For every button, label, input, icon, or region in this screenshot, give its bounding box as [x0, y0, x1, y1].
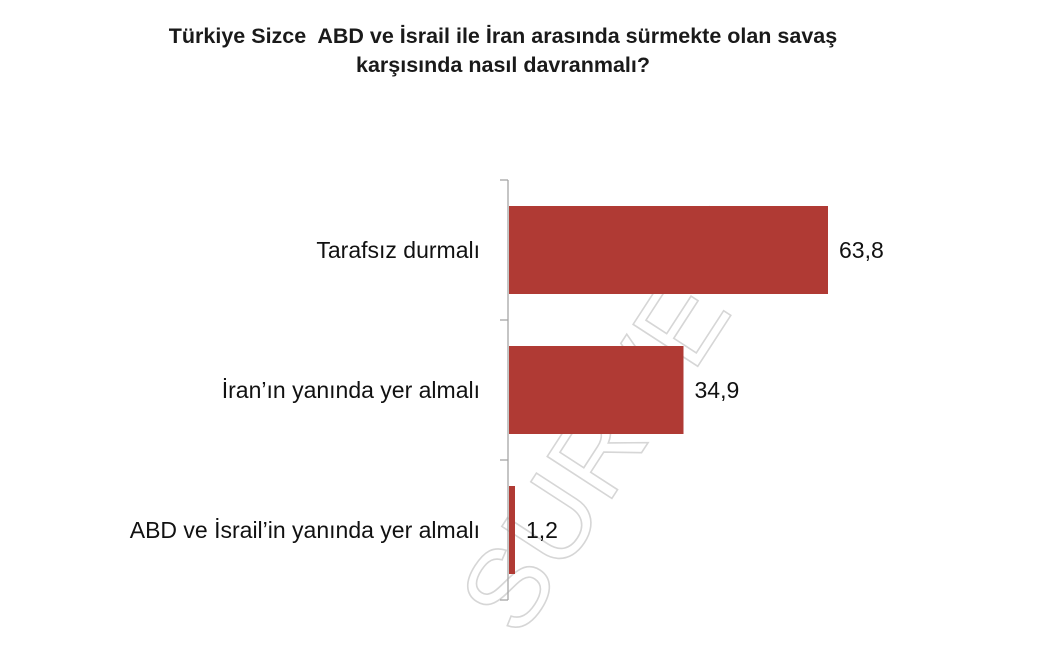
- axis-layer: [500, 179, 509, 601]
- chart-title-line-1: Türkiye Sizce ABD ve İsrail ile İran ara…: [168, 24, 838, 48]
- category-label-3: ABD ve İsrail’in yanında yer almalı: [130, 517, 480, 543]
- chart-title: Türkiye Sizce ABD ve İsrail ile İran ara…: [0, 22, 1006, 80]
- value-label-2: 34,9: [695, 377, 740, 403]
- category-label-1: Tarafsız durmalı: [316, 237, 480, 263]
- bar-3: [509, 486, 515, 574]
- chart-title-line-2: karşısında nasıl davranmalı?: [356, 53, 650, 77]
- bars-layer: [509, 206, 828, 574]
- value-label-1: 63,8: [839, 237, 884, 263]
- category-label-2: İran’ın yanında yer almalı: [222, 377, 480, 403]
- value-label-3: 1,2: [526, 517, 558, 543]
- labels-layer: Tarafsız durmalı 63,8 İran’ın yanında yer …: [130, 237, 884, 543]
- bar-2: [509, 346, 684, 434]
- bar-1: [509, 206, 828, 294]
